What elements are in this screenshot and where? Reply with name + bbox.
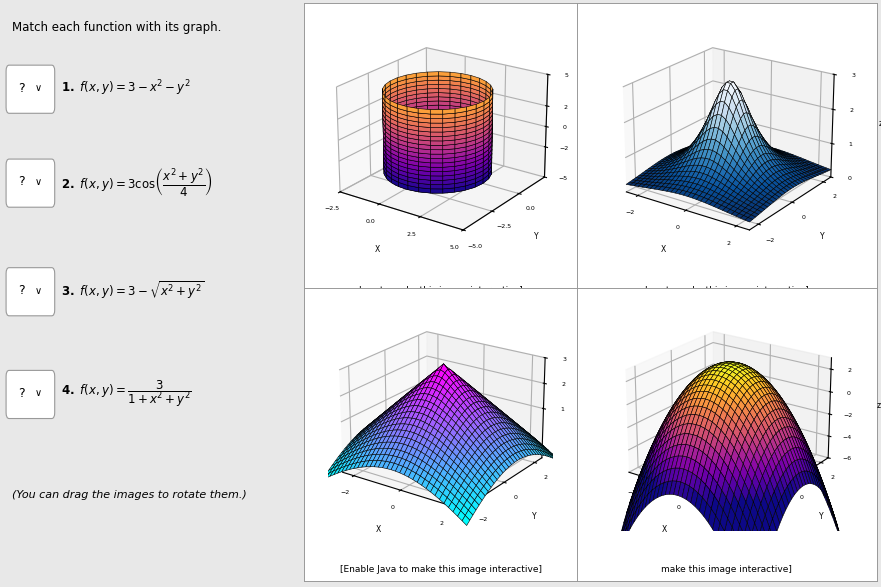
X-axis label: X: X (374, 245, 380, 254)
Text: ?: ? (19, 284, 25, 297)
Text: make this image interactive]: make this image interactive] (662, 565, 792, 574)
Text: B: B (721, 323, 733, 338)
Text: ?: ? (19, 176, 25, 188)
Text: $\mathbf{2.}$ $f(x,y) = 3\cos\!\left(\dfrac{x^2+y^2}{4}\right)$: $\mathbf{2.}$ $f(x,y) = 3\cos\!\left(\df… (61, 166, 212, 198)
X-axis label: X: X (663, 525, 667, 534)
Text: (You can drag the images to rotate them.): (You can drag the images to rotate them.… (12, 490, 247, 500)
Y-axis label: Y: Y (820, 232, 825, 241)
Text: $\mathbf{1.}$ $f(x,y) = 3 - x^2 - y^2$: $\mathbf{1.}$ $f(x,y) = 3 - x^2 - y^2$ (61, 78, 190, 98)
Text: Match each function with its graph.: Match each function with its graph. (12, 21, 221, 33)
X-axis label: X: X (376, 525, 381, 534)
Y-axis label: Y: Y (818, 512, 824, 521)
Text: Java to make this image interactive]: Java to make this image interactive] (644, 286, 810, 295)
FancyBboxPatch shape (6, 159, 55, 207)
Text: $\mathbf{4.}$ $f(x,y) = \dfrac{3}{1+x^2+y^2}$: $\mathbf{4.}$ $f(x,y) = \dfrac{3}{1+x^2+… (61, 378, 192, 409)
Text: ∨: ∨ (34, 83, 41, 93)
Text: $\mathbf{3.}$ $f(x,y) = 3 - \sqrt{x^2+y^2}$: $\mathbf{3.}$ $f(x,y) = 3 - \sqrt{x^2+y^… (61, 279, 204, 302)
Text: ∨: ∨ (34, 285, 41, 296)
Text: [Enable: [Enable (582, 142, 617, 151)
Y-axis label: Y: Y (534, 232, 538, 241)
Text: Java to make this image interactive]: Java to make this image interactive] (358, 286, 523, 295)
FancyBboxPatch shape (6, 268, 55, 316)
Text: ∨: ∨ (34, 177, 41, 187)
Text: ?: ? (19, 387, 25, 400)
Text: ∨: ∨ (34, 388, 41, 399)
FancyBboxPatch shape (6, 65, 55, 113)
X-axis label: X: X (661, 245, 666, 254)
Text: [Enable Java to make this image interactive]: [Enable Java to make this image interact… (339, 565, 542, 574)
FancyBboxPatch shape (6, 370, 55, 419)
Y-axis label: Y: Y (532, 512, 537, 521)
Text: ?: ? (19, 82, 25, 95)
Text: A: A (434, 323, 447, 338)
